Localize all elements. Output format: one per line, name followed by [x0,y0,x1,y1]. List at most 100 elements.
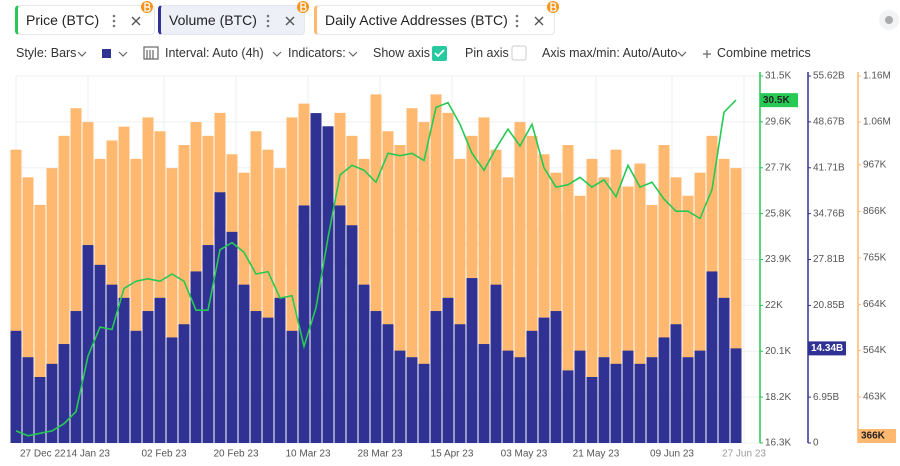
bar [286,330,298,443]
y-tick-label: 866K [863,206,887,217]
bar [634,363,646,443]
current-value-label: 14.34B [811,343,843,354]
combine-metrics[interactable]: Combine metrics [717,46,811,60]
interval-select[interactable]: Interval: Auto (4h) [165,46,264,60]
metric-tab[interactable]: Price (BTC) [15,5,155,35]
bar [658,145,670,443]
bar [274,297,286,443]
bar [682,357,694,443]
y-tick-label: 16.3K [765,438,791,449]
bar [514,357,526,443]
current-value-badge [808,341,846,356]
tab-label: Daily Active Addresses (BTC) [325,12,508,28]
pin-axis[interactable]: Pin axis [465,46,509,60]
y-tick-label: 29.6K [765,117,791,128]
badges [141,1,899,30]
style-select[interactable]: Style: Bars [16,46,77,60]
y-tick-label: 41.71B [813,162,845,173]
bar [646,204,658,443]
y-tick-label: 22K [765,300,783,311]
bar [22,357,34,443]
tab-label: Price (BTC) [26,12,100,28]
tab-icons[interactable] [110,13,150,29]
bar [502,177,514,444]
bar [394,145,406,443]
bar [154,297,166,443]
bar [478,117,490,444]
y-tick-label: 564K [863,345,887,356]
bar [622,350,634,443]
y-tick-label: 55.62B [813,71,845,82]
x-tick-label: 15 Apr 23 [431,449,474,460]
tab-label: Volume (BTC) [169,12,257,28]
bar [298,205,310,443]
metric-tab[interactable]: Volume (BTC) [158,5,305,35]
bar [58,135,70,443]
bar [610,149,622,444]
bar [94,264,106,443]
bar [34,377,46,443]
bar [238,284,250,443]
bar [706,271,718,443]
bar [718,297,730,443]
x-tick-label: 20 Feb 23 [213,449,258,460]
y-tick-label: 20.1K [765,346,791,357]
bar [454,324,466,443]
show-axis[interactable]: Show axis [373,46,430,60]
bar [142,311,154,443]
y-tick-label: 1.06M [863,117,891,128]
bar [694,172,706,443]
current-value-badge [858,429,896,443]
bar [262,317,274,443]
current-value-label: 30.5K [763,95,790,106]
bar [226,231,238,443]
bar [70,311,82,443]
bar [730,348,742,443]
y-tick-label: 48.67B [813,116,845,127]
bar [622,186,634,443]
bar [334,205,346,443]
y-tick-label: 27.81B [813,254,845,265]
bar [358,284,370,443]
axis-minmax[interactable]: Axis max/min: Auto/Auto [542,46,678,60]
bar [694,350,706,443]
y-tick-label: 23.9K [765,254,791,265]
bar [142,117,154,444]
bar [58,344,70,443]
metric-tab[interactable]: Daily Active Addresses (BTC) [314,5,555,35]
tab-icons[interactable] [513,13,553,29]
y-tick-label: 6.95B [813,392,839,403]
bar [670,177,682,444]
bar [574,350,586,443]
tab-icons[interactable] [264,13,304,29]
y-tick-label: 20.85B [813,300,845,311]
bar [538,317,550,443]
bar [346,225,358,443]
bar [562,370,574,443]
bar [22,177,34,444]
indicators-select[interactable]: Indicators: [288,46,346,60]
current-value-label: 366K [861,431,886,442]
bar [250,311,262,443]
bar [394,350,406,443]
x-tick-label: 27 Jun 23 [722,449,766,460]
x-tick-label: 27 Dec 22 [20,449,66,460]
bar [634,163,646,443]
bar [610,363,622,443]
bar [598,177,610,444]
bar [382,131,394,444]
bar [82,245,94,443]
x-tick-label: 21 May 23 [573,449,620,460]
bar [190,271,202,443]
bar [154,131,166,444]
bar [166,337,178,443]
bar [586,377,598,443]
x-tick-label: 28 Mar 23 [357,449,402,460]
y-tick-label: 664K [863,299,887,310]
bar [382,324,394,443]
bar [574,195,586,443]
bar [730,168,742,444]
bar [418,363,430,443]
